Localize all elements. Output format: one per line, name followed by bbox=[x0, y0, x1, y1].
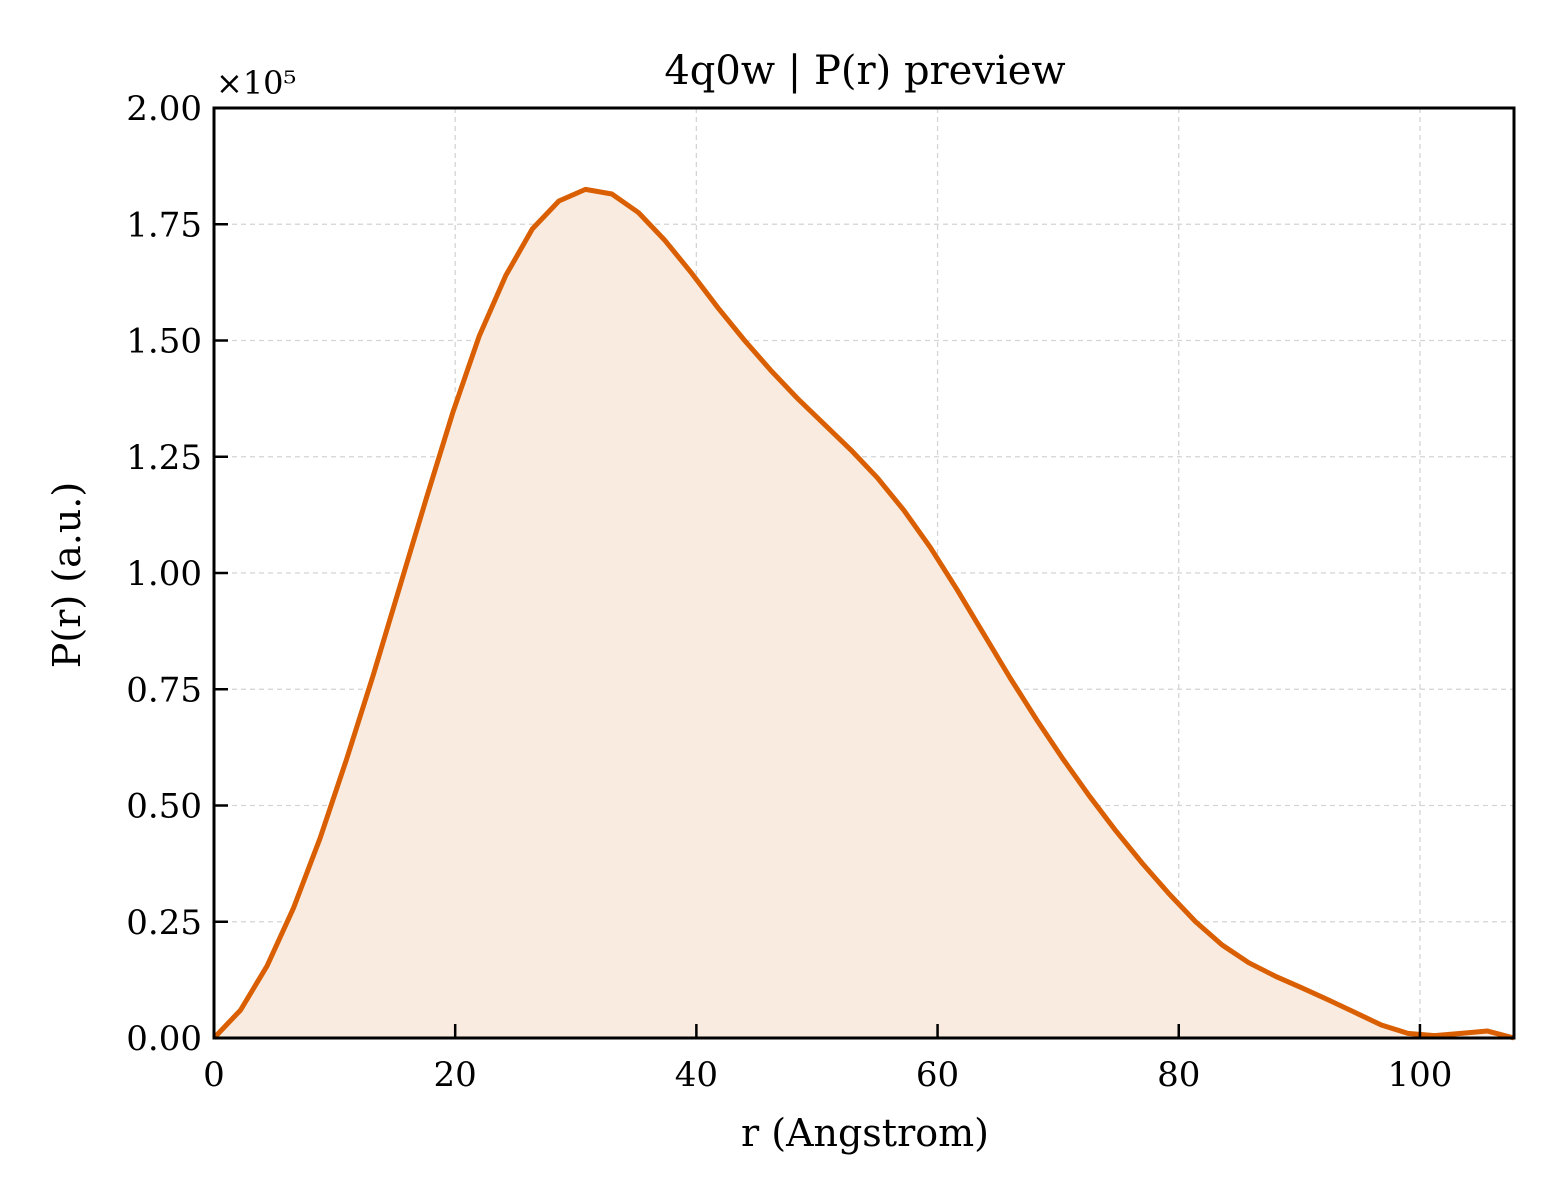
x-tick-label-4: 80 bbox=[1157, 1055, 1200, 1095]
y-tick-label-2: 0.50 bbox=[126, 787, 202, 827]
y-tick-label-8: 2.00 bbox=[126, 89, 202, 129]
y-tick-label-4: 1.00 bbox=[126, 554, 202, 594]
pr-area-fill bbox=[214, 189, 1514, 1038]
y-axis-label: P(r) (a.u.) bbox=[45, 482, 89, 668]
y-tick-label-6: 1.50 bbox=[126, 322, 202, 362]
y-axis-ticks: 0.00 0.25 0.50 0.75 1.00 1.25 1.50 1.75 2.00 bbox=[126, 89, 228, 1059]
x-axis-label: r (Angstrom) bbox=[741, 1111, 989, 1155]
x-tick-label-0: 0 bbox=[203, 1055, 225, 1095]
y-multiplier-label: ×10⁵ bbox=[216, 64, 296, 102]
y-tick-label-3: 0.75 bbox=[126, 670, 202, 710]
x-axis-ticks: 0 20 40 60 80 100 bbox=[203, 1024, 1452, 1095]
y-tick-label-0: 0.00 bbox=[126, 1019, 202, 1059]
x-tick-label-5: 100 bbox=[1387, 1055, 1452, 1095]
x-tick-label-3: 60 bbox=[916, 1055, 959, 1095]
y-tick-label-7: 1.75 bbox=[126, 205, 202, 245]
x-tick-label-1: 20 bbox=[434, 1055, 477, 1095]
chart-title: 4q0w | P(r) preview bbox=[664, 48, 1065, 94]
y-tick-label-1: 0.25 bbox=[126, 903, 202, 943]
x-tick-label-2: 40 bbox=[675, 1055, 718, 1095]
y-tick-label-5: 1.25 bbox=[126, 438, 202, 478]
pr-curve-line bbox=[212, 186, 1515, 1041]
